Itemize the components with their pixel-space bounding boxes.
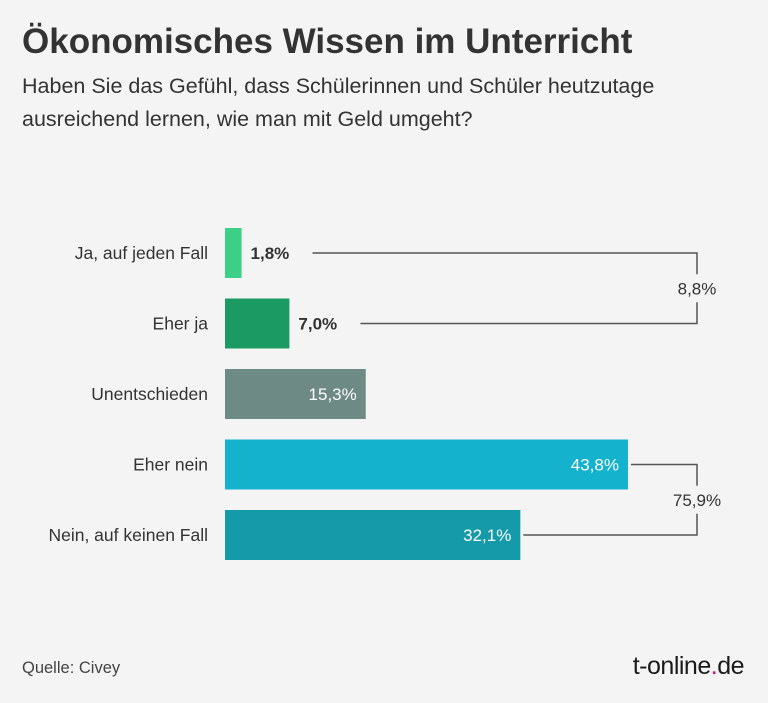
bar-1 <box>225 298 290 349</box>
chart-subtitle: Haben Sie das Gefühl, dass Schülerinnen … <box>22 74 655 131</box>
bar-2 <box>225 369 366 419</box>
value-label-3: 43,8% <box>571 456 619 475</box>
value-label-4: 32,1% <box>463 526 511 545</box>
brand-logo: t-online.de <box>632 652 745 681</box>
category-label-2: Unentschieden <box>91 384 208 404</box>
value-label-0: 1,8% <box>251 244 290 263</box>
value-label-2: 15,3% <box>309 385 357 404</box>
category-label-0: Ja, auf jeden Fall <box>75 243 208 263</box>
bracket-line-0 <box>312 252 698 325</box>
bracket-line-1 <box>523 463 698 536</box>
chart-title: Ökonomisches Wissen im Unterricht <box>22 22 633 61</box>
bar-0 <box>225 228 242 278</box>
value-label-1: 7,0% <box>298 315 337 334</box>
category-label-4: Nein, auf keinen Fall <box>48 525 208 545</box>
source-note: Quelle: Civey <box>22 659 121 677</box>
logo-tld: de <box>717 652 744 680</box>
category-label-3: Eher nein <box>133 455 208 475</box>
logo-dot: . <box>710 652 718 680</box>
bracket-label-0: 8,8% <box>678 279 717 298</box>
bracket-label-1: 75,9% <box>673 491 721 510</box>
bar-4 <box>225 510 521 560</box>
bar-3 <box>225 439 628 490</box>
logo-main: t-online <box>632 652 712 680</box>
category-label-1: Eher ja <box>153 314 209 334</box>
